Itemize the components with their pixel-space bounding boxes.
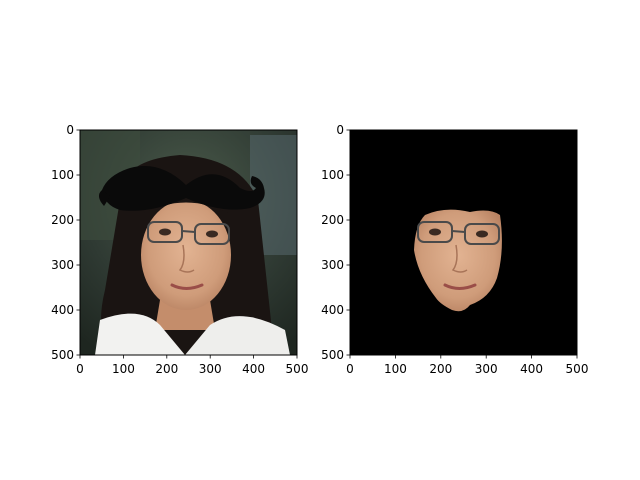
x-tick-label: 100 — [112, 362, 135, 376]
glasses-left-photo — [147, 221, 230, 245]
y-tick-label: 100 — [51, 168, 74, 182]
glasses-right-mask — [417, 221, 500, 245]
mustache-overlay — [102, 166, 265, 211]
x-tick-label: 200 — [155, 362, 178, 376]
y-tick-label: 0 — [336, 123, 344, 137]
axes-frame-left — [79, 129, 298, 356]
y-tick-label: 0 — [66, 123, 74, 137]
y-tick-label: 500 — [51, 348, 74, 362]
y-tick-label: 400 — [321, 303, 344, 317]
x-tick-label: 0 — [346, 362, 354, 376]
y-tick-label: 300 — [51, 258, 74, 272]
x-tick-label: 500 — [566, 362, 589, 376]
x-tick-label: 0 — [76, 362, 84, 376]
y-tick-label: 400 — [51, 303, 74, 317]
x-tick-label: 100 — [384, 362, 407, 376]
x-tick-label: 400 — [520, 362, 543, 376]
y-tick-label: 500 — [321, 348, 344, 362]
x-tick-label: 300 — [199, 362, 222, 376]
x-tick-label: 300 — [475, 362, 498, 376]
panel-right-mask — [349, 129, 578, 356]
x-tick-label: 200 — [429, 362, 452, 376]
y-tick-label: 300 — [321, 258, 344, 272]
y-tick-label: 100 — [321, 168, 344, 182]
x-tick-label: 500 — [286, 362, 309, 376]
y-tick-label: 200 — [51, 213, 74, 227]
y-tick-label: 200 — [321, 213, 344, 227]
x-tick-label: 400 — [242, 362, 265, 376]
mask-image — [350, 130, 577, 355]
axes-frame-right — [349, 129, 578, 356]
panel-left-photo — [79, 129, 298, 356]
photo-image — [80, 130, 297, 355]
